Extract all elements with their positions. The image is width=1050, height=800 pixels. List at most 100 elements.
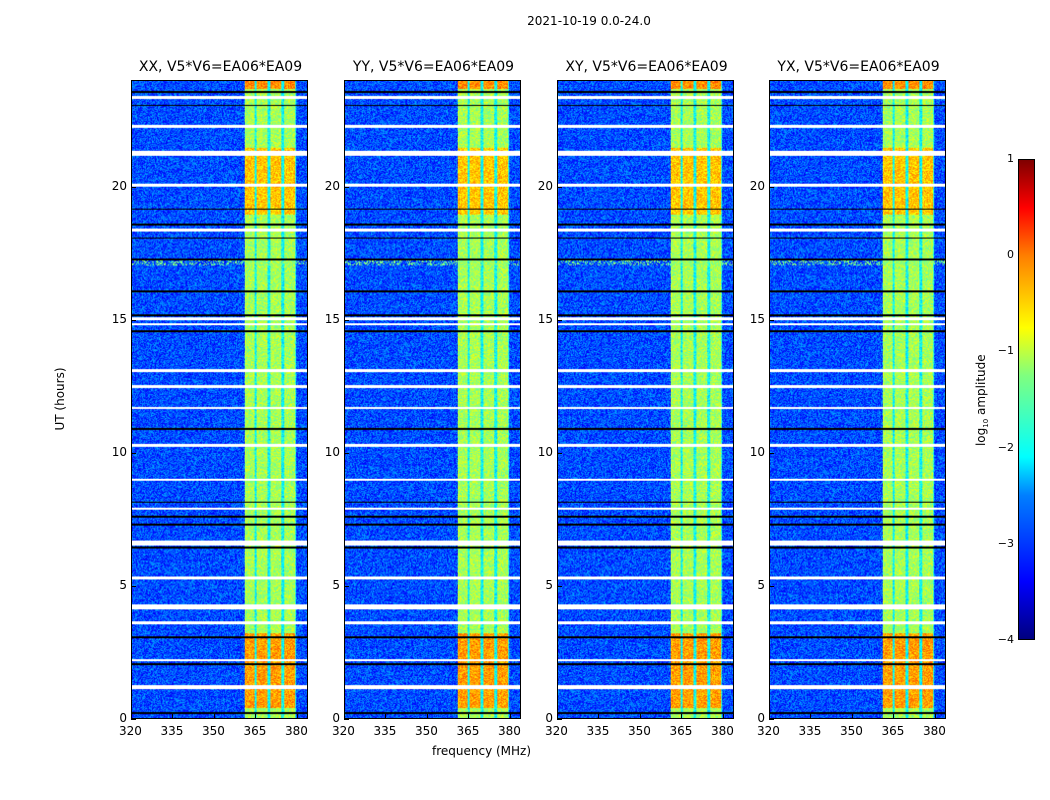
y-tick-label: 15	[111, 311, 127, 326]
y-tick-mark	[344, 319, 349, 321]
heatmap-image-2	[345, 81, 520, 718]
y-tick-label: 0	[757, 711, 765, 725]
colorbar-tick-label: −3	[997, 536, 1014, 550]
heatmap-panel-3: XY, V5*V6=EA06*EA09	[557, 59, 734, 719]
y-tick-label: 5	[757, 577, 765, 592]
x-tick-label: 365	[881, 724, 905, 738]
x-tick-label: 320	[757, 724, 780, 738]
y-tick-mark	[344, 585, 349, 587]
y-tick-mark	[769, 452, 774, 454]
x-tick-label: 380	[710, 724, 734, 738]
y-tick-mark	[131, 452, 136, 454]
colorbar-tick-label: 0	[1007, 248, 1014, 262]
y-tick-label: 10	[111, 444, 127, 459]
x-tick-mark	[810, 714, 812, 719]
heatmap-panel-2: YY, V5*V6=EA06*EA09	[344, 59, 521, 719]
y-tick-label: 5	[545, 577, 553, 592]
heatmap-panel-4: YX, V5*V6=EA06*EA09	[769, 59, 946, 719]
x-tick-mark	[385, 714, 387, 719]
x-tick-label: 350	[627, 724, 651, 738]
colorbar-tick-label: −4	[997, 633, 1014, 646]
x-tick-mark	[213, 714, 215, 719]
x-tick-label: 365	[243, 724, 267, 738]
x-tick-label: 380	[497, 724, 521, 738]
colorbar-tick-label: 1	[1007, 152, 1014, 165]
x-tick-mark	[934, 714, 936, 719]
heatmap-image-3	[558, 81, 733, 718]
y-tick-label: 15	[537, 311, 553, 326]
x-tick-mark	[557, 714, 558, 719]
heatmap-image-1	[132, 81, 307, 718]
x-tick-mark	[722, 714, 724, 719]
y-tick-mark	[344, 452, 349, 454]
y-tick-mark	[131, 319, 136, 321]
colorbar-tick-label: −1	[997, 344, 1014, 358]
colorbar-label: log10 amplitude	[973, 354, 991, 447]
y-tick-mark	[769, 585, 774, 587]
x-tick-mark	[893, 714, 895, 719]
y-tick-mark	[557, 585, 562, 587]
y-tick-label: 0	[119, 711, 127, 725]
panel-title-3: XY, V5*V6=EA06*EA09	[565, 59, 728, 75]
x-tick-label: 335	[798, 724, 822, 738]
y-tick-label: 20	[324, 178, 340, 193]
x-tick-mark	[426, 714, 428, 719]
y-tick-label: 10	[537, 444, 553, 459]
y-tick-mark	[131, 585, 136, 587]
colorbar	[1018, 159, 1035, 640]
x-tick-label: 365	[669, 724, 693, 738]
y-tick-mark	[344, 186, 349, 188]
y-tick-mark	[769, 186, 774, 188]
y-tick-label: 10	[324, 444, 340, 459]
x-tick-mark	[255, 714, 257, 719]
y-tick-mark	[557, 719, 562, 720]
x-tick-label: 365	[456, 724, 480, 738]
y-tick-label: 5	[332, 577, 340, 592]
y-tick-label: 5	[119, 577, 127, 592]
y-tick-mark	[131, 719, 136, 720]
panel-title-2: YY, V5*V6=EA06*EA09	[352, 59, 515, 75]
x-tick-label: 350	[414, 724, 438, 738]
x-tick-label: 380	[922, 724, 946, 738]
heatmap-panel-1: XX, V5*V6=EA06*EA09	[131, 59, 308, 719]
y-tick-label: 20	[537, 178, 553, 193]
x-tick-mark	[172, 714, 174, 719]
panel-title-1: XX, V5*V6=EA06*EA09	[138, 59, 303, 75]
x-tick-mark	[344, 714, 345, 719]
x-tick-label: 320	[119, 724, 142, 738]
y-tick-label: 15	[749, 311, 765, 326]
y-tick-mark	[344, 719, 349, 720]
x-tick-label: 335	[586, 724, 610, 738]
x-tick-mark	[769, 714, 770, 719]
x-tick-mark	[639, 714, 641, 719]
x-tick-mark	[131, 714, 132, 719]
x-tick-mark	[509, 714, 511, 719]
y-tick-mark	[557, 452, 562, 454]
x-tick-label: 320	[545, 724, 568, 738]
y-tick-label: 15	[324, 311, 340, 326]
y-axis-label: UT (hours)	[53, 367, 67, 431]
chart-suptitle: 2021-10-19 0.0-24.0	[527, 14, 651, 28]
y-tick-label: 0	[332, 711, 340, 725]
y-tick-label: 20	[749, 178, 765, 193]
x-tick-label: 380	[284, 724, 308, 738]
x-tick-mark	[851, 714, 853, 719]
y-tick-label: 20	[111, 178, 127, 193]
y-tick-mark	[131, 186, 136, 188]
y-tick-mark	[557, 319, 562, 321]
panel-title-4: YX, V5*V6=EA06*EA09	[777, 59, 940, 75]
colorbar-tick-label: −2	[997, 440, 1014, 454]
y-tick-mark	[769, 319, 774, 321]
x-tick-mark	[598, 714, 600, 719]
x-tick-mark	[468, 714, 470, 719]
y-tick-label: 10	[749, 444, 765, 459]
heatmap-image-4	[770, 81, 945, 718]
y-tick-mark	[557, 186, 562, 188]
y-tick-mark	[769, 719, 774, 720]
x-tick-label: 350	[839, 724, 863, 738]
x-tick-mark	[681, 714, 683, 719]
x-tick-label: 350	[201, 724, 225, 738]
x-tick-label: 335	[160, 724, 184, 738]
x-tick-label: 335	[373, 724, 397, 738]
